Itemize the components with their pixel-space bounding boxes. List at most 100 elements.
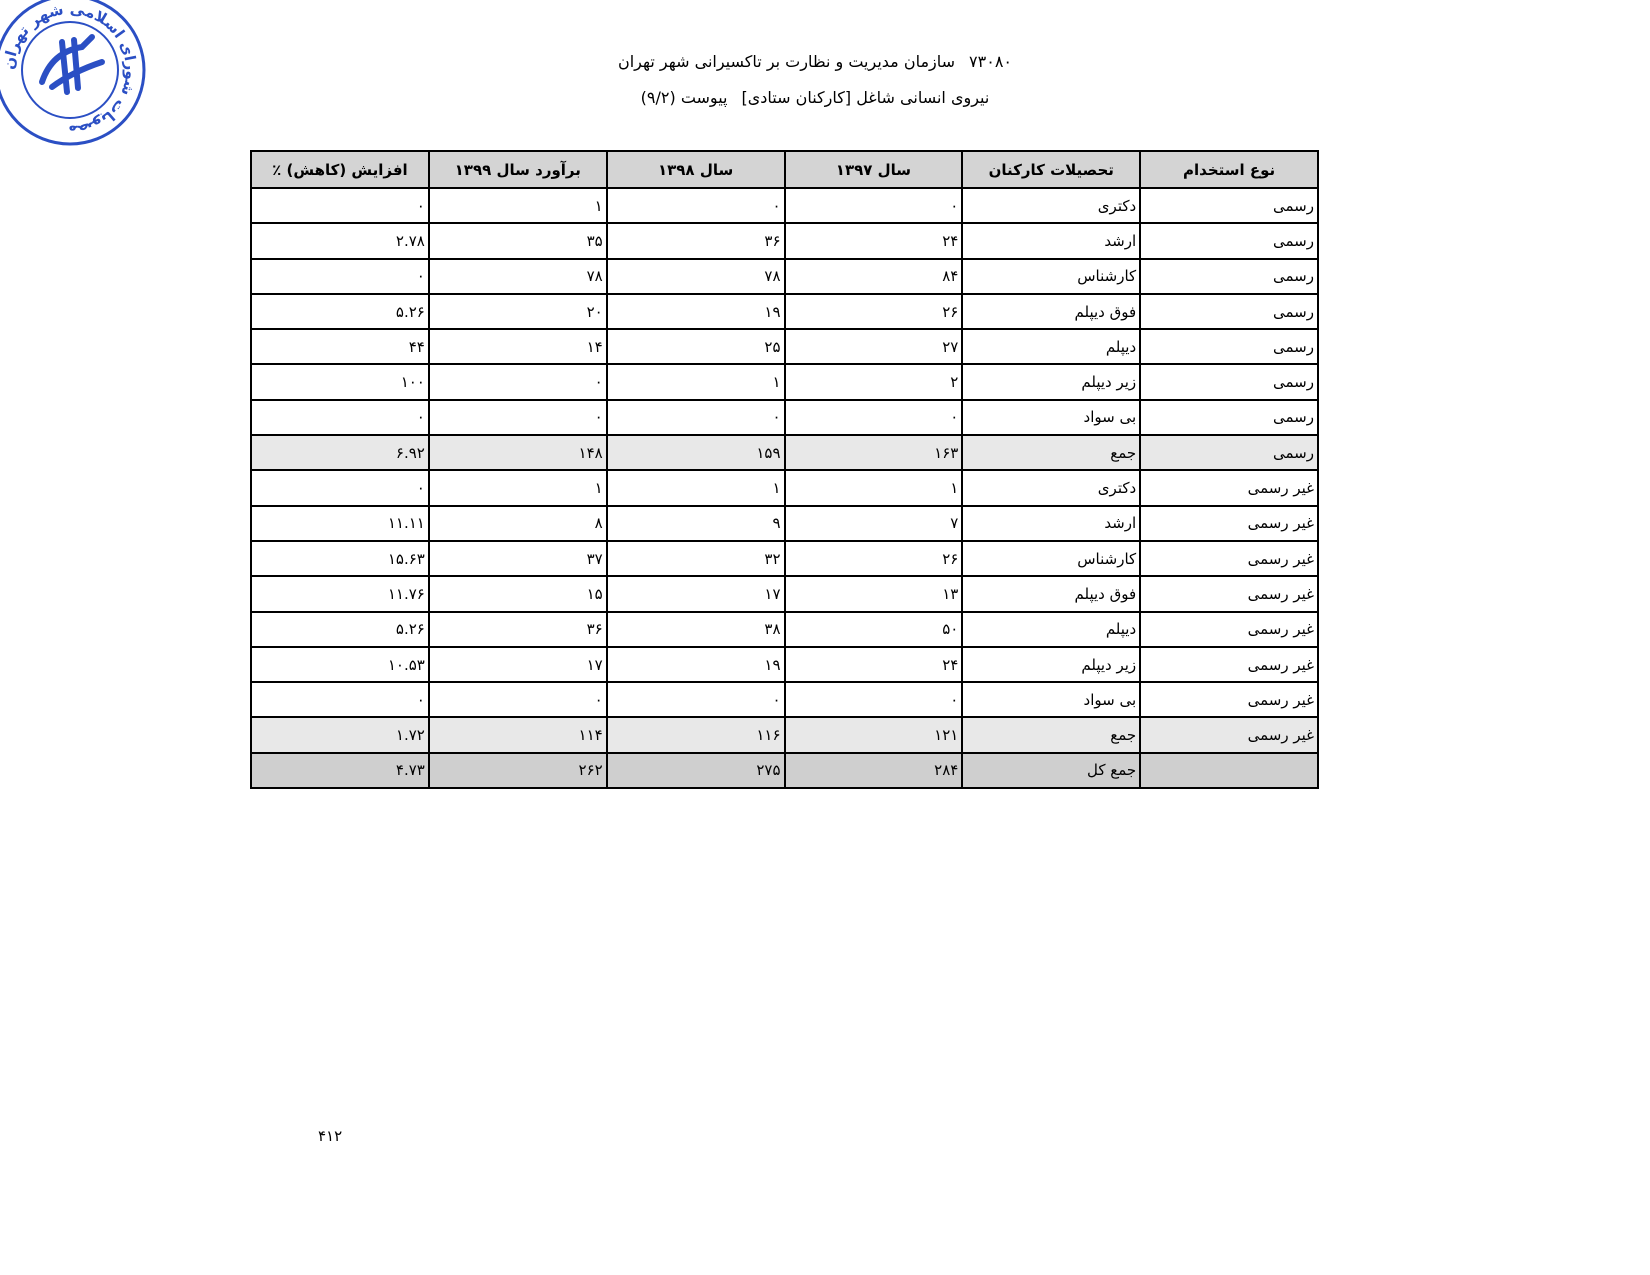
annex-label: پیوست (۹/۲)	[640, 88, 728, 107]
table-cell: ۲۷۵	[605, 751, 786, 790]
table-row: غیر رسمی دکتری ۱ ۱ ۱ ۰	[250, 469, 1319, 507]
table-row: غیر رسمی ارشد ۷ ۹ ۸ ۱۱.۱۱	[250, 504, 1319, 542]
table-cell: غیر رسمی	[1139, 469, 1319, 507]
table-cell: غیر رسمی	[1139, 716, 1319, 754]
table-row: غیر رسمی فوق دیپلم ۱۳ ۱۷ ۱۵ ۱۱.۷۶	[250, 575, 1319, 613]
table-cell: ۱	[427, 186, 608, 225]
table-cell: ۳۸	[605, 610, 786, 648]
column-header: نوع استخدام	[1139, 150, 1319, 189]
table-cell: غیر رسمی	[1139, 681, 1319, 719]
table-cell: ۴۴	[250, 328, 430, 366]
table-cell: رسمی	[1139, 398, 1319, 437]
table-cell: ۲.۷۸	[250, 222, 430, 260]
table-cell: ۰	[605, 681, 786, 719]
table-cell: رسمی	[1139, 186, 1319, 225]
table-row: رسمی دکتری ۰ ۰ ۱ ۰	[250, 186, 1319, 225]
column-header: سال ۱۳۹۷	[783, 150, 964, 189]
table-row: رسمی فوق دیپلم ۲۶ ۱۹ ۲۰ ۵.۲۶	[250, 292, 1319, 331]
document-code: ۷۳۰۸۰	[969, 52, 1012, 71]
table-cell: ۱۴	[427, 328, 608, 366]
table-cell: ۰	[427, 681, 608, 719]
table-cell: ۱۵.۶۳	[250, 539, 430, 578]
table-cell: ۲۶۲	[427, 751, 608, 790]
table-cell: ۳۷	[427, 539, 608, 578]
column-header: تحصیلات کارکنان	[961, 150, 1142, 189]
table-cell: ۱۹	[605, 645, 786, 684]
table-cell: ۵۰	[783, 610, 964, 648]
subtitle-text: نیروی انسانی شاغل [کارکنان ستادی]	[741, 88, 990, 107]
table-cell: ۲۶	[783, 292, 964, 331]
stamp-seal: مصوبات شورای اسلامی شهر تهران	[0, 0, 146, 146]
table-cell: ۰	[250, 681, 430, 719]
table-cell: ۲۵	[605, 328, 786, 366]
table-cell: غیر رسمی	[1139, 504, 1319, 542]
table-cell: ۲۴	[783, 645, 964, 684]
table-cell: ۱۷	[605, 575, 786, 613]
table-cell: رسمی	[1139, 328, 1319, 366]
organization-name: سازمان مدیریت و نظارت بر تاکسیرانی شهر ت…	[617, 52, 956, 71]
column-header: سال ۱۳۹۸	[605, 150, 786, 189]
table-row: غیر رسمی جمع ۱۲۱ ۱۱۶ ۱۱۴ ۱.۷۲	[250, 716, 1319, 754]
table-cell: ۱۱۴	[427, 716, 608, 754]
table-row: رسمی دیپلم ۲۷ ۲۵ ۱۴ ۴۴	[250, 328, 1319, 366]
table-cell: ۳۵	[427, 222, 608, 260]
table-cell: ۲۸۴	[783, 751, 964, 790]
table-cell: رسمی	[1139, 363, 1319, 401]
table-row: غیر رسمی بی سواد ۰ ۰ ۰ ۰	[250, 681, 1319, 719]
table-cell: ۴.۷۳	[250, 751, 430, 790]
table-row: غیر رسمی دیپلم ۵۰ ۳۸ ۳۶ ۵.۲۶	[250, 610, 1319, 648]
table-cell	[1139, 751, 1319, 790]
table-cell: ارشد	[961, 504, 1142, 542]
table-cell: ۱۱.۱۱	[250, 504, 430, 542]
table-cell: ۷۸	[605, 257, 786, 295]
document-title: ۷۳۰۸۰ سازمان مدیریت و نظارت بر تاکسیرانی …	[0, 52, 1640, 71]
page-number: ۴۱۲	[318, 1127, 343, 1145]
table-cell: ۱.۷۲	[250, 716, 430, 754]
table-cell: دکتری	[961, 186, 1142, 225]
table-cell: غیر رسمی	[1139, 610, 1319, 648]
table-cell: زیر دیپلم	[961, 363, 1142, 401]
table-cell: ۰	[783, 186, 964, 225]
table-cell: ۱۴۸	[427, 434, 608, 472]
table-cell: ۵.۲۶	[250, 610, 430, 648]
table-cell: ۳۲	[605, 539, 786, 578]
table-row: رسمی زیر دیپلم ۲ ۱ ۰ ۱۰۰	[250, 363, 1319, 401]
table-cell: ۱۷	[427, 645, 608, 684]
table-cell: ۳۶	[427, 610, 608, 648]
table-cell: جمع	[961, 434, 1142, 472]
table-cell: ارشد	[961, 222, 1142, 260]
table-cell: ۰	[605, 186, 786, 225]
table-cell: ۱۲۱	[783, 716, 964, 754]
column-header: افزایش (کاهش) ٪	[250, 150, 430, 189]
table-row: رسمی بی سواد ۰ ۰ ۰ ۰	[250, 398, 1319, 437]
table-cell: ۲	[783, 363, 964, 401]
table-cell: ۸۴	[783, 257, 964, 295]
table-cell: ۰	[605, 398, 786, 437]
table-cell: ۱۹	[605, 292, 786, 331]
table-cell: غیر رسمی	[1139, 645, 1319, 684]
table-cell: ۲۷	[783, 328, 964, 366]
table-cell: ۱	[783, 469, 964, 507]
table-cell: کارشناس	[961, 539, 1142, 578]
table-row: غیر رسمی زیر دیپلم ۲۴ ۱۹ ۱۷ ۱۰.۵۳	[250, 645, 1319, 684]
table-cell: غیر رسمی	[1139, 575, 1319, 613]
table-cell: بی سواد	[961, 398, 1142, 437]
table-cell: بی سواد	[961, 681, 1142, 719]
table-cell: ۹	[605, 504, 786, 542]
table-cell: ۰	[427, 398, 608, 437]
table-cell: دیپلم	[961, 610, 1142, 648]
table-cell: ۷	[783, 504, 964, 542]
table-cell: ۱۱۶	[605, 716, 786, 754]
table-cell: ۸	[427, 504, 608, 542]
table-cell: فوق دیپلم	[961, 292, 1142, 331]
table-cell: ۱	[605, 469, 786, 507]
table-row: رسمی ارشد ۲۴ ۳۶ ۳۵ ۲.۷۸	[250, 222, 1319, 260]
table-cell: دیپلم	[961, 328, 1142, 366]
table-cell: ۰	[427, 363, 608, 401]
table-cell: ۱۱.۷۶	[250, 575, 430, 613]
table-cell: ۰	[250, 257, 430, 295]
table-row: رسمی کارشناس ۸۴ ۷۸ ۷۸ ۰	[250, 257, 1319, 295]
table-cell: غیر رسمی	[1139, 539, 1319, 578]
table-row: جمع کل ۲۸۴ ۲۷۵ ۲۶۲ ۴.۷۳	[250, 751, 1319, 790]
table-cell: ۶.۹۲	[250, 434, 430, 472]
